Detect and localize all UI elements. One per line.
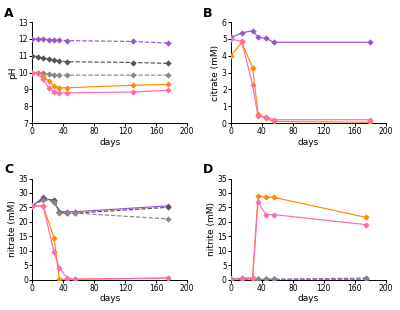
Text: D: D — [203, 163, 213, 176]
X-axis label: days: days — [99, 138, 120, 147]
Y-axis label: pH: pH — [8, 66, 17, 79]
Text: B: B — [203, 7, 212, 20]
X-axis label: days: days — [99, 294, 120, 303]
Y-axis label: nitrate (mM): nitrate (mM) — [8, 201, 17, 257]
Y-axis label: nitrite (mM): nitrite (mM) — [207, 202, 216, 256]
Y-axis label: citrate (mM): citrate (mM) — [212, 45, 220, 101]
Text: C: C — [4, 163, 14, 176]
Text: A: A — [4, 7, 14, 20]
X-axis label: days: days — [298, 294, 319, 303]
X-axis label: days: days — [298, 138, 319, 147]
